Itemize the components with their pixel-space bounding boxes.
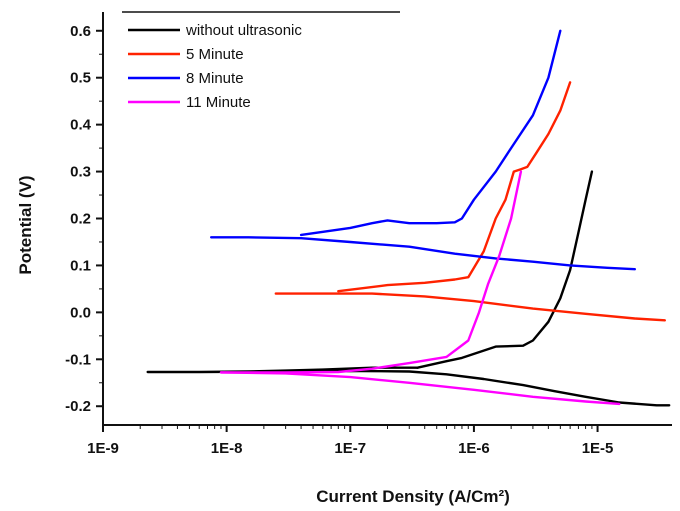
legend-label: without ultrasonic [185,22,302,39]
series-line-11-minute [219,170,523,374]
series-line-8-minute [299,29,562,237]
series-line-5-minute [274,292,666,322]
y-tick-label: 0.2 [70,211,91,228]
series-layer [146,29,671,407]
x-tick-label: 1E-7 [334,440,366,457]
x-axis-ticks: 1E-9 1E-8 1E-7 1E-6 1E-5 [87,425,613,457]
y-tick-label: -0.2 [65,398,91,415]
y-tick-label: 0.4 [70,117,92,134]
series-line-without-ultrasonic [416,170,594,369]
legend-label: 8 Minute [186,70,244,87]
legend-label: 11 Minute [186,94,251,111]
x-axis-label: Current Density (A/Cm²) [316,487,510,506]
legend: without ultrasonic 5 Minute 8 Minute 11 Min… [122,11,400,111]
y-tick-label: 0.3 [70,164,91,181]
y-axis-label: Potential (V) [16,175,35,274]
legend-label: 5 Minute [186,46,244,63]
series-line-11-minute [219,371,621,406]
y-tick-label: 0.0 [70,304,91,321]
x-tick-label: 1E-5 [582,440,614,457]
y-tick-label: 0.1 [70,257,91,274]
y-tick-label: -0.1 [65,351,91,368]
x-tick-label: 1E-9 [87,440,119,457]
y-tick-label: 0.5 [70,70,91,87]
x-tick-label: 1E-6 [458,440,490,457]
x-tick-label: 1E-8 [211,440,243,457]
y-axis-ticks: -0.2 -0.1 0.0 0.1 0.2 0.3 0.4 0.5 0.6 [65,23,103,415]
y-tick-label: 0.6 [70,23,91,40]
series-line-8-minute [209,236,636,271]
series-line-5-minute [337,81,572,293]
